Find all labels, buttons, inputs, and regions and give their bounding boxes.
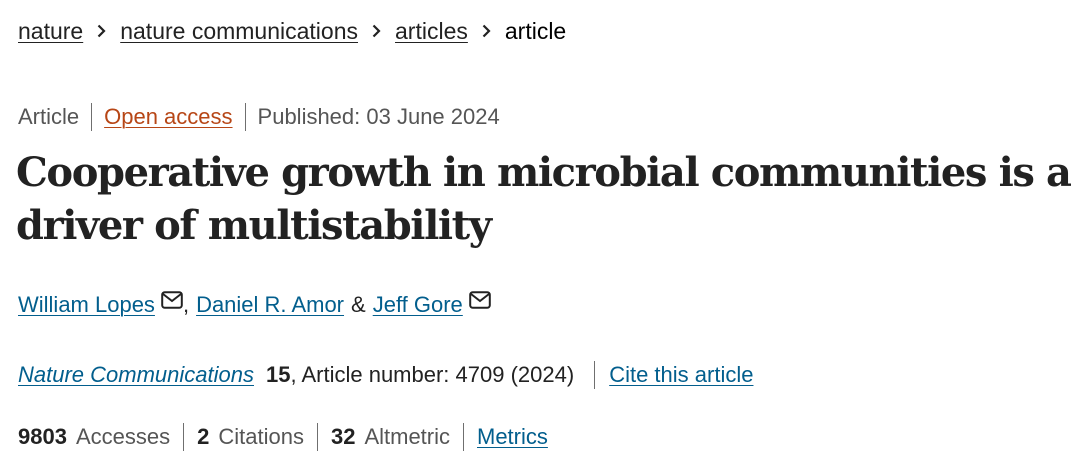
mail-icon[interactable] (161, 291, 183, 309)
article-type: Article (18, 104, 80, 129)
published-date: Published: 03 June 2024 (257, 104, 500, 129)
accesses-label: Accesses (75, 424, 171, 449)
divider (316, 423, 318, 451)
article-meta: Article Open access Published: 03 June 2… (18, 100, 500, 134)
divider (183, 423, 185, 451)
breadcrumb-link-articles[interactable]: articles (395, 17, 468, 44)
chevron-right-icon (372, 24, 381, 38)
chevron-right-icon (482, 24, 491, 38)
author-separator: , (182, 292, 190, 317)
divider (91, 103, 93, 131)
open-access-link[interactable]: Open access (104, 104, 233, 129)
author-link-daniel-r-amor[interactable]: Daniel R. Amor (196, 292, 345, 317)
article-number: , Article number: 4709 (2024) (290, 362, 575, 387)
author-separator: & (351, 292, 366, 317)
citations-label: Citations (218, 424, 304, 449)
author-link-william-lopes[interactable]: William Lopes (18, 292, 155, 317)
citation-row: Nature Communications 15 , Article numbe… (18, 358, 753, 392)
breadcrumb: nature nature communications articles ar… (18, 14, 566, 48)
mail-icon[interactable] (468, 291, 491, 309)
chevron-right-icon (97, 24, 106, 38)
cite-this-article-link[interactable]: Cite this article (609, 362, 754, 387)
breadcrumb-current: article (504, 17, 567, 44)
article-title: Cooperative growth in microbial communit… (16, 149, 1072, 249)
metrics-row: 9803 Accesses 2 Citations 32 Altmetric M… (18, 420, 548, 454)
altmetric-label: Altmetric (364, 424, 450, 449)
metrics-link[interactable]: Metrics (477, 424, 548, 449)
altmetric-count: 32 (330, 424, 356, 449)
author-link-jeff-gore[interactable]: Jeff Gore (372, 292, 463, 317)
journal-volume: 15 (265, 362, 291, 387)
author-list: William Lopes , Daniel R. Amor & Jeff Go… (18, 288, 491, 322)
journal-link[interactable]: Nature Communications (18, 362, 254, 387)
breadcrumb-link-nature-communications[interactable]: nature communications (120, 17, 359, 44)
divider (463, 423, 464, 451)
breadcrumb-link-nature[interactable]: nature (18, 17, 84, 44)
citations-count: 2 (197, 424, 210, 449)
accesses-count: 9803 (18, 424, 67, 449)
divider (594, 361, 596, 389)
divider (244, 103, 246, 131)
